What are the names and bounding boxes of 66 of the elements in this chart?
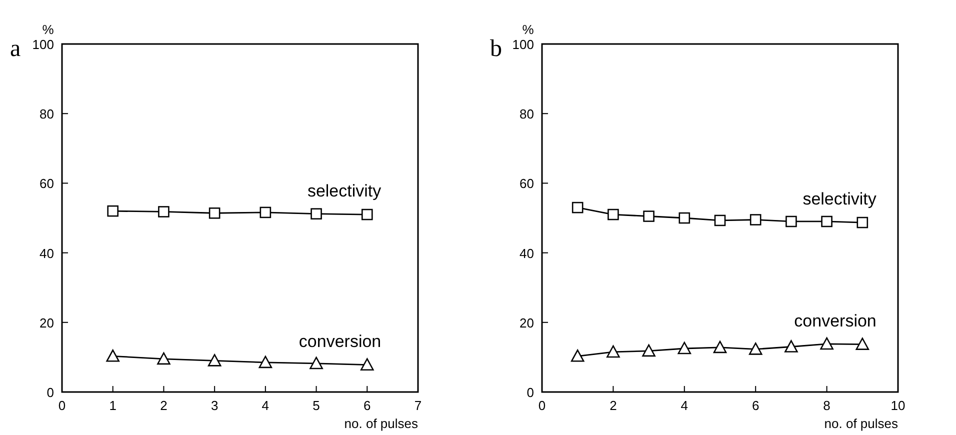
point <box>360 358 374 371</box>
series-label: selectivity <box>307 182 382 201</box>
point <box>208 354 222 366</box>
point <box>158 206 170 218</box>
x-tick-label: 2 <box>610 398 617 413</box>
point <box>107 205 119 217</box>
point <box>260 206 272 218</box>
y-axis-title: % <box>522 22 534 37</box>
x-tick-label: 3 <box>210 398 218 413</box>
point <box>361 208 373 220</box>
y-tick-label: 80 <box>40 106 54 122</box>
point <box>784 340 798 352</box>
x-tick-label: 4 <box>680 398 688 413</box>
y-tick-label: 80 <box>520 106 534 122</box>
point <box>713 340 727 354</box>
point <box>786 216 797 228</box>
point <box>572 202 584 214</box>
y-tick-label: 100 <box>512 37 534 52</box>
point <box>714 214 726 226</box>
point <box>157 352 170 365</box>
point <box>678 212 690 224</box>
series-label: conversion <box>794 311 876 330</box>
point <box>208 207 220 219</box>
point <box>643 210 654 222</box>
x-tick-label: 7 <box>414 398 422 413</box>
series-label: selectivity <box>802 190 877 209</box>
series-label: conversion <box>298 332 382 351</box>
y-tick-label: 0 <box>526 385 534 400</box>
x-tick-label: 0 <box>538 398 546 413</box>
point <box>608 208 619 220</box>
x-axis-title: no. of pulses <box>344 416 418 431</box>
x-tick-label: 6 <box>364 398 371 413</box>
x-tick-label: 1 <box>109 398 116 413</box>
x-tick-label: 4 <box>262 398 270 413</box>
point <box>748 342 762 355</box>
point <box>106 350 120 362</box>
point <box>642 344 656 357</box>
point <box>750 214 762 226</box>
chart-title: a <box>10 36 21 62</box>
point <box>258 356 272 368</box>
point <box>856 216 868 228</box>
y-tick-label: 20 <box>40 315 54 330</box>
x-axis-title: no. of pulses <box>824 416 898 431</box>
point <box>820 337 834 350</box>
point <box>678 342 692 354</box>
x-tick-label: 8 <box>823 398 830 413</box>
y-tick-label: 0 <box>46 385 54 400</box>
x-tick-label: 6 <box>752 398 760 413</box>
x-tick-label: 10 <box>890 398 906 413</box>
y-tick-label: 40 <box>520 246 534 261</box>
chart-title: b <box>490 36 502 62</box>
y-tick-label: 60 <box>40 176 54 192</box>
point <box>310 208 322 220</box>
point <box>570 350 584 362</box>
point <box>606 345 620 358</box>
point <box>310 356 323 370</box>
y-tick-label: 40 <box>40 246 54 261</box>
x-tick-label: 0 <box>58 398 66 413</box>
y-tick-label: 100 <box>32 37 54 52</box>
point <box>856 338 870 350</box>
y-tick-label: 60 <box>520 176 534 192</box>
point <box>821 216 832 228</box>
x-tick-label: 5 <box>312 398 320 413</box>
y-axis-title: % <box>42 22 54 37</box>
y-tick-label: 20 <box>520 315 534 330</box>
x-tick-label: 2 <box>160 398 168 413</box>
